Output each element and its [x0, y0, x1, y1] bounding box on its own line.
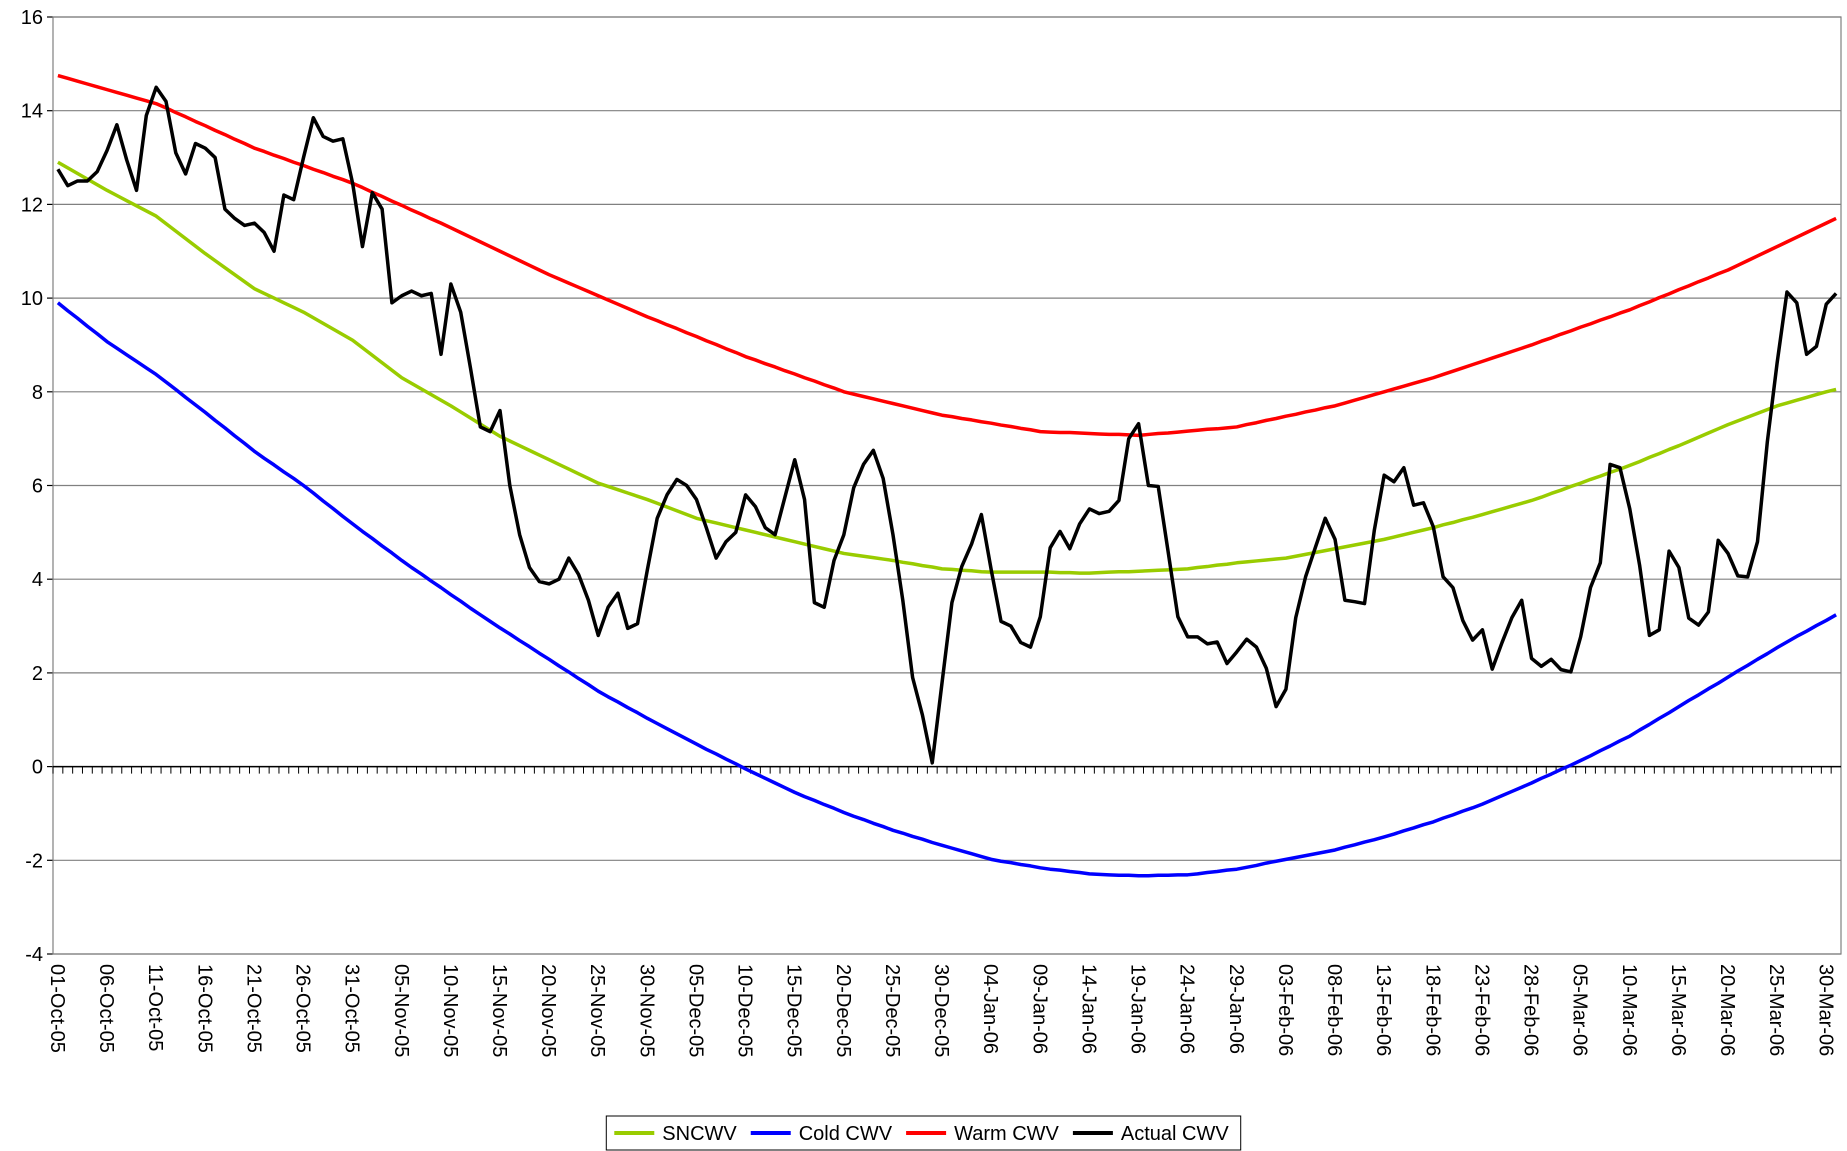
- x-tick-label: 04-Jan-06: [979, 964, 1001, 1054]
- x-tick-label: 11-Oct-05: [144, 964, 166, 1051]
- legend-label: Warm CWV: [954, 1123, 1059, 1145]
- x-tick-label: 31-Oct-05: [341, 964, 363, 1053]
- legend: SNCWV Cold CWV Warm CWV Actual CWV: [605, 1115, 1242, 1151]
- series-line: [57, 160, 1837, 575]
- y-tick-label: 16: [21, 7, 43, 29]
- x-tick-label: 30-Dec-05: [930, 964, 952, 1057]
- x-tick-label: 16-Oct-05: [193, 964, 215, 1053]
- x-tick-label: 19-Jan-06: [1127, 964, 1149, 1054]
- x-tick-label: 06-Oct-05: [95, 964, 117, 1053]
- x-tick-label: 26-Oct-05: [292, 964, 314, 1053]
- y-tick-label: 8: [32, 382, 43, 404]
- x-tick-label: 20-Dec-05: [832, 964, 854, 1057]
- x-tick-label: 10-Nov-05: [439, 964, 461, 1057]
- x-tick-label: 15-Mar-06: [1667, 964, 1689, 1056]
- series-line: [57, 73, 1837, 438]
- x-tick-label: 10-Dec-05: [734, 964, 756, 1057]
- y-tick-label: 14: [21, 101, 43, 123]
- x-tick-label: 20-Mar-06: [1716, 964, 1738, 1056]
- y-tick-label: -4: [25, 944, 43, 966]
- y-tick-label: 4: [32, 569, 43, 591]
- x-tick-label: 29-Jan-06: [1225, 964, 1247, 1054]
- x-tick-label: 15-Nov-05: [488, 964, 510, 1057]
- x-tick-label: 24-Jan-06: [1176, 964, 1198, 1054]
- x-tick-label: 15-Dec-05: [783, 964, 805, 1057]
- x-tick-label: 05-Dec-05: [684, 964, 706, 1057]
- x-tick-label: 05-Nov-05: [390, 964, 412, 1057]
- x-tick-label: 05-Mar-06: [1569, 964, 1591, 1056]
- x-tick-label: 30-Nov-05: [635, 964, 657, 1057]
- series-line: [56, 85, 1838, 765]
- legend-label: Cold CWV: [799, 1123, 893, 1145]
- plot-frame: [52, 16, 1842, 955]
- x-tick-label: 09-Jan-06: [1028, 964, 1050, 1054]
- x-tick-label: 25-Mar-06: [1765, 964, 1787, 1056]
- y-tick-label: 0: [32, 757, 43, 779]
- x-tick-label: 18-Feb-06: [1421, 964, 1443, 1056]
- x-tick-label: 08-Feb-06: [1323, 964, 1345, 1056]
- legend-label: SNCWV: [662, 1123, 737, 1145]
- legend-label: Actual CWV: [1121, 1123, 1229, 1145]
- y-tick-label: 2: [32, 663, 43, 685]
- x-tick-label: 30-Mar-06: [1814, 964, 1836, 1056]
- x-tick-label: 13-Feb-06: [1372, 964, 1394, 1056]
- x-tick-label: 23-Feb-06: [1470, 964, 1492, 1056]
- x-tick-label: 25-Nov-05: [586, 964, 608, 1057]
- x-tick-label: 21-Oct-05: [242, 964, 264, 1053]
- y-tick-label: 10: [21, 288, 43, 310]
- x-tick-label: 01-Oct-05: [46, 964, 68, 1053]
- x-tick-label: 10-Mar-06: [1618, 964, 1640, 1056]
- y-tick-label: 12: [21, 194, 43, 216]
- x-tick-label: 25-Dec-05: [881, 964, 903, 1057]
- x-tick-label: 28-Feb-06: [1520, 964, 1542, 1056]
- y-tick-label: 6: [32, 476, 43, 498]
- x-tick-label: 14-Jan-06: [1077, 964, 1099, 1054]
- x-tick-label: 03-Feb-06: [1274, 964, 1296, 1056]
- series-line: [56, 301, 1837, 878]
- x-tick-label: 20-Nov-05: [537, 964, 559, 1057]
- y-tick-label: -2: [25, 850, 43, 872]
